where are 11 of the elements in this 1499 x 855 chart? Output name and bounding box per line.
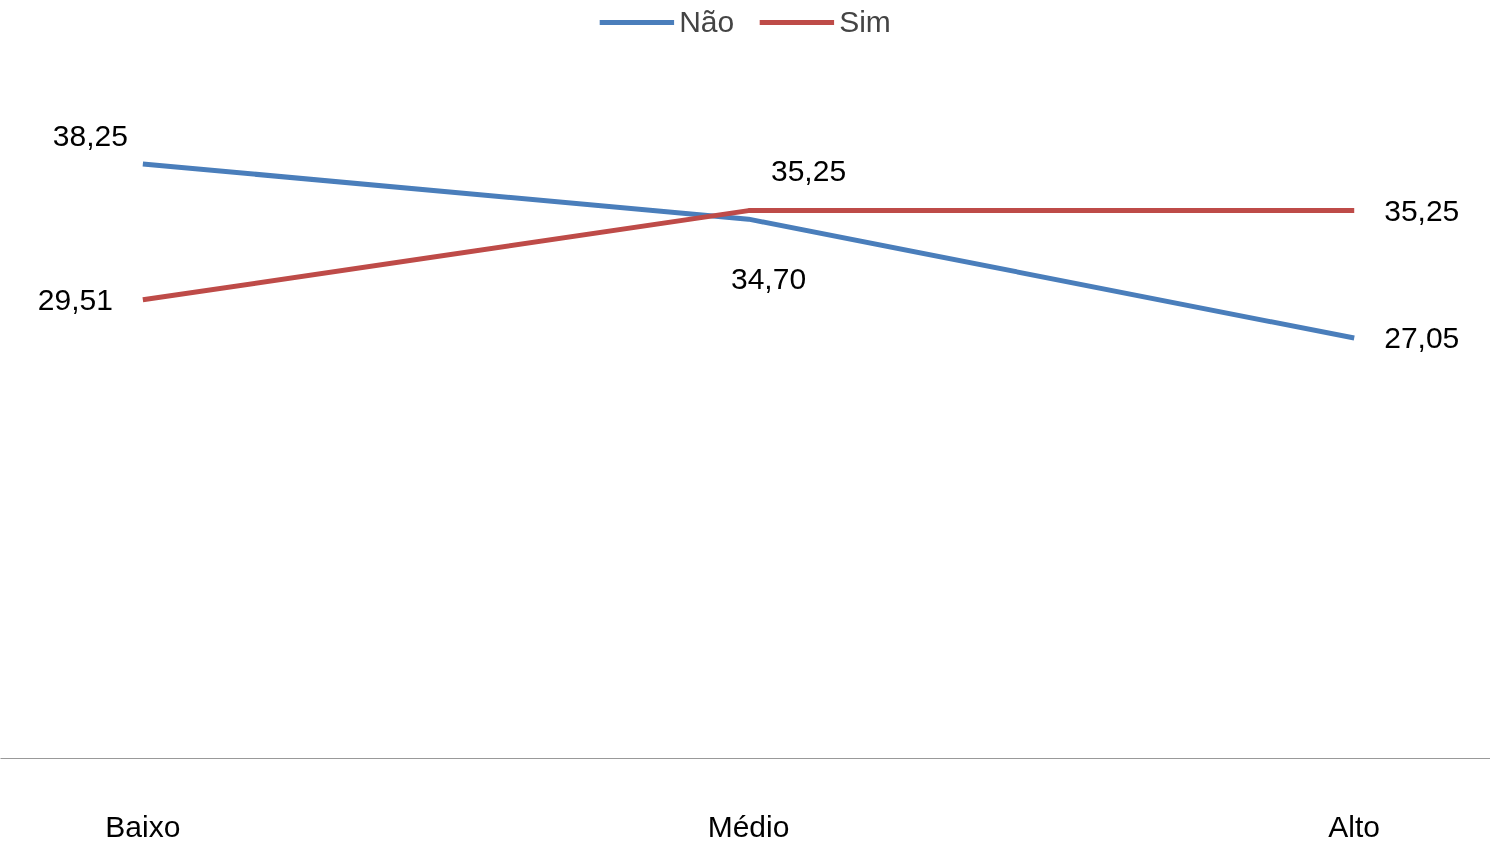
- data-label: 34,70: [730, 262, 807, 296]
- x-tick-label: Baixo: [105, 809, 181, 843]
- data-label: 29,51: [37, 282, 113, 316]
- data-label: 27,05: [1384, 321, 1460, 355]
- x-tick-label: Médio: [707, 809, 790, 843]
- data-label: 35,25: [1384, 193, 1460, 227]
- legend-label: Não: [679, 5, 735, 39]
- data-label: 38,25: [52, 118, 128, 152]
- legend-label: Sim: [839, 5, 891, 39]
- x-tick-label: Alto: [1328, 809, 1381, 843]
- data-label: 35,25: [770, 153, 847, 187]
